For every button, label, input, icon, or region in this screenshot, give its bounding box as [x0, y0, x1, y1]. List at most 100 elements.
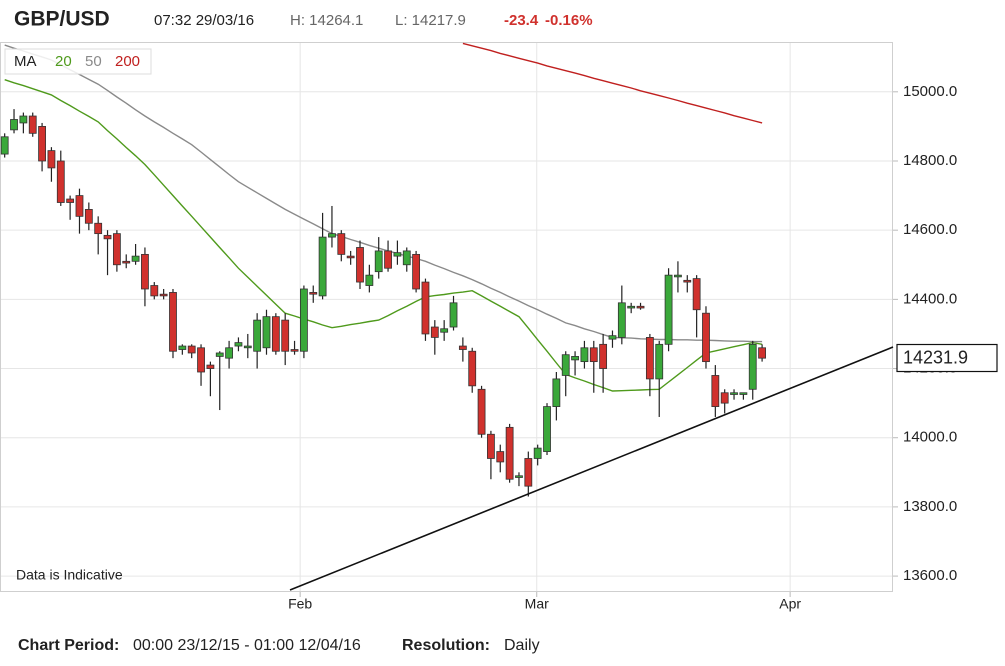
axes: 13600.013800.014000.014200.014400.014600… [288, 83, 998, 612]
candle-body [655, 343, 664, 380]
candle-body [328, 233, 336, 238]
candle-body [75, 195, 84, 217]
candle-body [515, 475, 523, 478]
candle-body [758, 347, 766, 359]
ma-line [4, 79, 763, 392]
candle-body [290, 349, 299, 352]
candle-body [608, 335, 617, 340]
candle-body [0, 136, 9, 155]
candle-body [206, 364, 215, 369]
candle-body [234, 342, 243, 347]
candle-body [10, 119, 18, 131]
candle-body [627, 305, 636, 309]
y-tick-label: 14000.0 [903, 429, 957, 446]
candle-body [84, 209, 93, 224]
grid [0, 42, 893, 592]
candle-body [178, 345, 187, 350]
candle-body [636, 305, 645, 309]
y-tick-label: 13800.0 [903, 498, 957, 515]
period-label: Chart Period: [18, 637, 119, 654]
candle-body [617, 302, 626, 338]
footnote: Data is Indicative [16, 567, 123, 583]
candle-body [412, 253, 421, 290]
candle-body [225, 347, 233, 359]
candle-body [150, 285, 159, 297]
plot-frame [0, 42, 893, 592]
candle-body [318, 236, 327, 297]
candle-body [346, 255, 355, 259]
candle-body [702, 312, 710, 363]
y-tick-label: 14600.0 [903, 221, 957, 238]
high: H: 14264.1 [290, 12, 363, 29]
candle-body [169, 292, 177, 352]
candle-body [309, 292, 318, 295]
y-tick-label: 15000.0 [903, 83, 957, 100]
candle-body [580, 347, 589, 363]
candle-body [496, 451, 505, 463]
ma-line [4, 44, 763, 343]
candle-body [645, 337, 654, 380]
candle-body [159, 293, 168, 297]
legend-entry: 50 [85, 53, 102, 70]
resolution: Daily [504, 637, 540, 654]
candle-body [253, 319, 262, 352]
low: L: 14217.9 [395, 12, 466, 29]
candle-body [365, 274, 374, 286]
candle-body [589, 347, 598, 363]
candle-body [337, 233, 346, 255]
x-tick-label: Feb [288, 596, 312, 612]
legend-entry: 20 [55, 53, 72, 70]
candle-body [197, 347, 205, 373]
candle-body [300, 288, 308, 352]
candle-body [19, 115, 28, 124]
candle-body [505, 426, 514, 480]
candle-body [561, 354, 570, 376]
candle-body [552, 378, 561, 407]
candle-body [103, 234, 112, 240]
x-tick-label: Apr [779, 596, 801, 612]
y-tick-label: 14800.0 [903, 152, 957, 169]
candle-body [430, 326, 439, 338]
candle-body [94, 222, 103, 235]
candles [0, 109, 766, 497]
candle-body [524, 458, 533, 487]
candle-body [711, 375, 720, 407]
candle-body [533, 447, 542, 459]
candle-body [739, 392, 748, 395]
candle-body [440, 328, 449, 333]
y-tick-label: 13600.0 [903, 567, 957, 584]
x-tick-label: Mar [525, 596, 549, 612]
candle-body [748, 343, 757, 390]
change-pct: -0.16% [545, 12, 593, 29]
candle-body [393, 252, 402, 257]
candle-body [730, 392, 738, 395]
candle-body [28, 115, 37, 134]
candle-body [56, 160, 65, 203]
candle-body [692, 278, 701, 311]
legend-title: MA [14, 53, 37, 70]
candle-body [458, 345, 467, 350]
candle-body [215, 352, 224, 357]
candle-body [402, 250, 411, 266]
candle-body [487, 433, 495, 459]
y-tick-label: 14400.0 [903, 290, 957, 307]
period: 00:00 23/12/15 - 01:00 12/04/16 [133, 637, 361, 654]
candle-body [421, 281, 430, 335]
candle-body [262, 316, 271, 349]
legend-entry: 200 [115, 53, 140, 70]
trend-line [289, 346, 894, 591]
candle-body [477, 388, 486, 435]
candle-body [122, 260, 131, 264]
candle-body [720, 392, 729, 404]
last-price-label: 14231.9 [903, 347, 968, 367]
candle-body [47, 150, 56, 169]
ma-line [462, 42, 763, 124]
candle-body [468, 350, 477, 387]
candle-body [112, 233, 121, 266]
candle-body [131, 255, 140, 262]
candle-body [664, 274, 673, 345]
resolution-label: Resolution: [402, 637, 490, 654]
candle-body [571, 356, 579, 361]
